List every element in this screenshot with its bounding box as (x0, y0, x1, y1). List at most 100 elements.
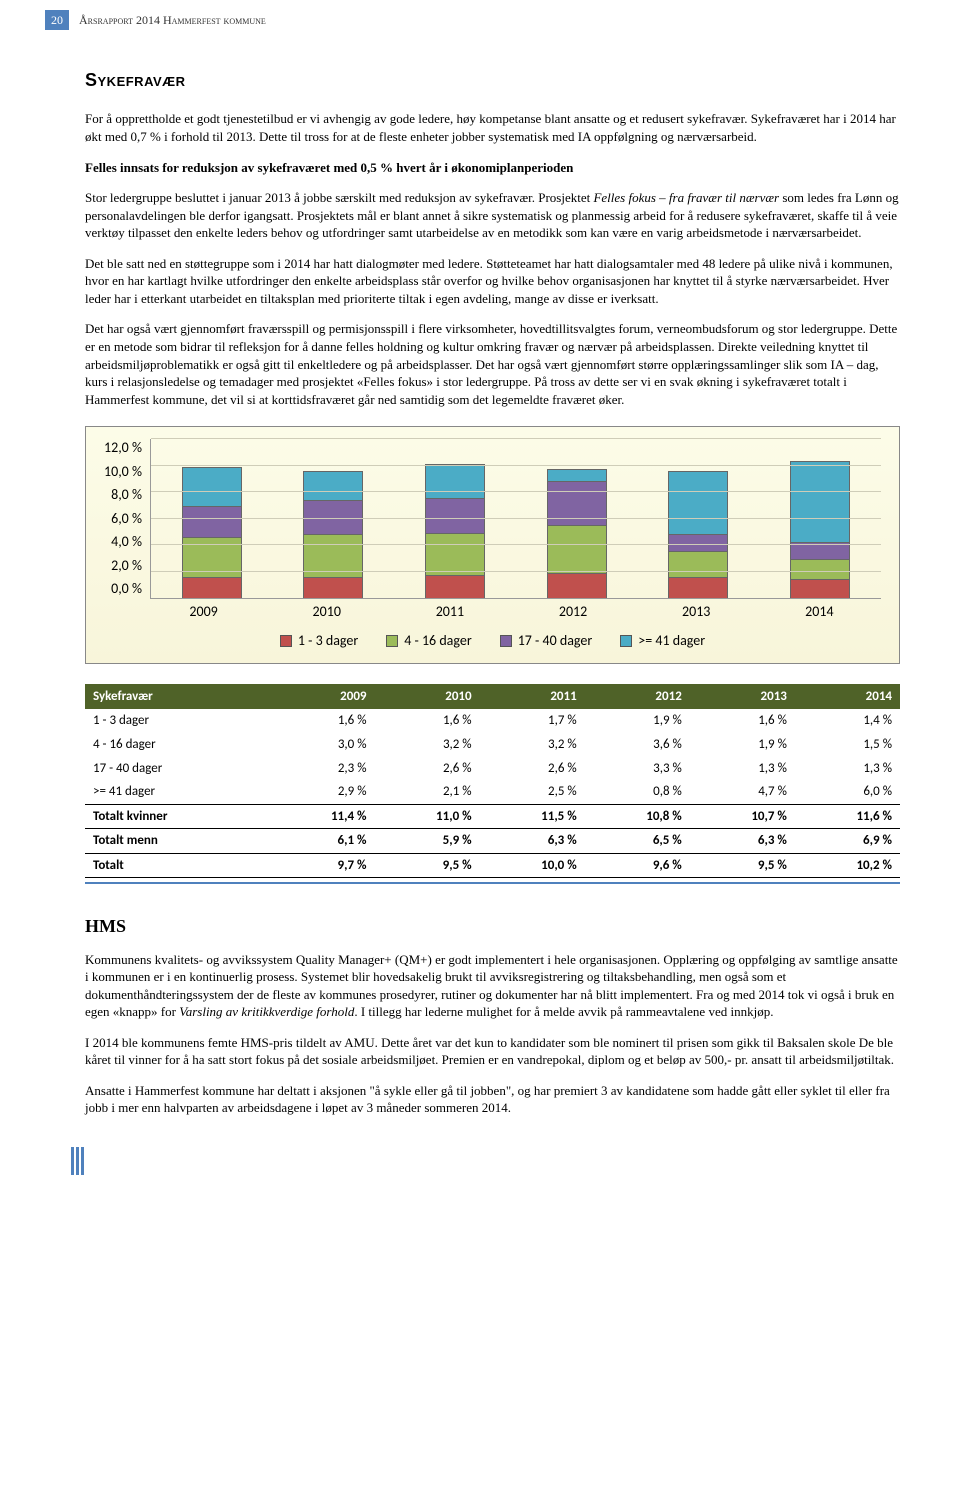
table-cell: 4,7 % (690, 780, 795, 804)
table-row: >= 41 dager2,9 %2,1 %2,5 %0,8 %4,7 %6,0 … (85, 780, 900, 804)
table-cell: 6,3 % (690, 829, 795, 854)
chart-bar-segment (669, 577, 727, 598)
table-cell: 10,2 % (795, 853, 900, 878)
table-cell: 2,9 % (269, 780, 374, 804)
table-cell: 10,0 % (480, 853, 585, 878)
chart-bar-segment (669, 534, 727, 551)
chart-x-tick: 2009 (189, 603, 217, 622)
table-cell: 2,6 % (480, 757, 585, 781)
table-header-cell: 2011 (480, 684, 585, 710)
table-header-cell: 2013 (690, 684, 795, 710)
table-cell: 3,6 % (585, 733, 690, 757)
body-text: Stor ledergruppe besluttet i januar 2013… (85, 190, 593, 205)
chart-bar-segment (548, 573, 606, 598)
chart-bar-segment (791, 559, 849, 579)
legend-swatch (386, 635, 398, 647)
chart-y-tick: 4,0 % (111, 533, 142, 552)
chart-bar-segment (548, 525, 606, 573)
table-header-cell: 2010 (375, 684, 480, 710)
table-cell: 10,8 % (585, 804, 690, 829)
chart-bar-segment (304, 472, 362, 500)
body-paragraph: Det ble satt ned en støttegruppe som i 2… (85, 255, 900, 308)
table-cell: 9,7 % (269, 853, 374, 878)
table-cell: 6,0 % (795, 780, 900, 804)
table-cell: 1,6 % (375, 709, 480, 733)
chart-x-tick: 2014 (805, 603, 833, 622)
table-underline (85, 882, 900, 884)
table-row: 1 - 3 dager1,6 %1,6 %1,7 %1,9 %1,6 %1,4 … (85, 709, 900, 733)
table-cell: Totalt (85, 853, 269, 878)
chart-y-tick: 6,0 % (111, 510, 142, 529)
table-cell: 11,0 % (375, 804, 480, 829)
table-row: 4 - 16 dager3,0 %3,2 %3,2 %3,6 %1,9 %1,5… (85, 733, 900, 757)
chart-legend-item: >= 41 dager (620, 632, 705, 651)
table-cell: 2,1 % (375, 780, 480, 804)
table-row: Totalt9,7 %9,5 %10,0 %9,6 %9,5 %10,2 % (85, 853, 900, 878)
table-cell: 9,6 % (585, 853, 690, 878)
table-row: Totalt kvinner11,4 %11,0 %11,5 %10,8 %10… (85, 804, 900, 829)
legend-swatch (280, 635, 292, 647)
table-cell: 3,0 % (269, 733, 374, 757)
table-cell: 11,4 % (269, 804, 374, 829)
chart-legend-item: 17 - 40 dager (500, 632, 593, 651)
body-emphasis: Varsling av kritikkverdige forhold (179, 1004, 354, 1019)
table-header-cell: Sykefravær (85, 684, 269, 710)
chart-bar-stack (547, 469, 607, 598)
body-paragraph: Ansatte i Hammerfest kommune har deltatt… (85, 1082, 900, 1117)
table-cell: 0,8 % (585, 780, 690, 804)
table-cell: Totalt kvinner (85, 804, 269, 829)
chart-x-tick: 2010 (313, 603, 341, 622)
chart-legend-item: 4 - 16 dager (386, 632, 471, 651)
chart-bar-segment (669, 472, 727, 535)
chart-bar-segment (548, 470, 606, 481)
body-paragraph: For å opprettholde et godt tjenestetilbu… (85, 110, 900, 145)
body-paragraph: Det har også vært gjennomført fraværsspi… (85, 320, 900, 408)
table-cell: 2,3 % (269, 757, 374, 781)
legend-label: 1 - 3 dager (298, 632, 358, 651)
table-cell: 2,5 % (480, 780, 585, 804)
body-paragraph: Stor ledergruppe besluttet i januar 2013… (85, 189, 900, 242)
table-cell: 6,3 % (480, 829, 585, 854)
chart-bar-stack (790, 461, 850, 598)
table-cell: 5,9 % (375, 829, 480, 854)
table-cell: 9,5 % (690, 853, 795, 878)
table-cell: 1,9 % (690, 733, 795, 757)
header-title: Årsrapport 2014 Hammerfest kommune (79, 12, 266, 28)
section-title-sykefravaer: Sykefravær (85, 68, 900, 92)
table-row: 17 - 40 dager2,3 %2,6 %2,6 %3,3 %1,3 %1,… (85, 757, 900, 781)
footer-decoration (71, 1147, 900, 1175)
table-cell: 1,6 % (269, 709, 374, 733)
table-cell: 6,9 % (795, 829, 900, 854)
chart-y-tick: 2,0 % (111, 557, 142, 576)
chart-bar-segment (183, 577, 241, 598)
chart-bar-segment (426, 533, 484, 576)
table-cell: 1,7 % (480, 709, 585, 733)
page-header: 20 Årsrapport 2014 Hammerfest kommune (85, 0, 900, 60)
chart-bar-segment (791, 579, 849, 598)
chart-bar-stack (668, 471, 728, 599)
legend-label: >= 41 dager (638, 632, 705, 651)
chart-y-tick: 10,0 % (104, 463, 142, 482)
table-cell: 1,3 % (795, 757, 900, 781)
chart-plot-area (150, 439, 881, 599)
table-header-cell: 2009 (269, 684, 374, 710)
table-header-cell: 2012 (585, 684, 690, 710)
chart-bar-segment (426, 465, 484, 498)
table-cell: 10,7 % (690, 804, 795, 829)
chart-bar-stack (182, 467, 242, 599)
legend-swatch (620, 635, 632, 647)
chart-x-tick: 2012 (559, 603, 587, 622)
table-cell: 17 - 40 dager (85, 757, 269, 781)
chart-x-axis: 200920102011201220132014 (104, 599, 881, 622)
section-title-hms: HMS (85, 914, 900, 938)
sykefravaer-stacked-bar-chart: 0,0 %2,0 %4,0 %6,0 %8,0 %10,0 %12,0 % 20… (85, 426, 900, 664)
table-header-cell: 2014 (795, 684, 900, 710)
chart-y-tick: 12,0 % (104, 439, 142, 458)
table-cell: 6,1 % (269, 829, 374, 854)
legend-swatch (500, 635, 512, 647)
table-cell: 1,9 % (585, 709, 690, 733)
body-paragraph: I 2014 ble kommunens femte HMS-pris tild… (85, 1034, 900, 1069)
table-cell: Totalt menn (85, 829, 269, 854)
table-cell: 3,2 % (375, 733, 480, 757)
table-cell: 6,5 % (585, 829, 690, 854)
